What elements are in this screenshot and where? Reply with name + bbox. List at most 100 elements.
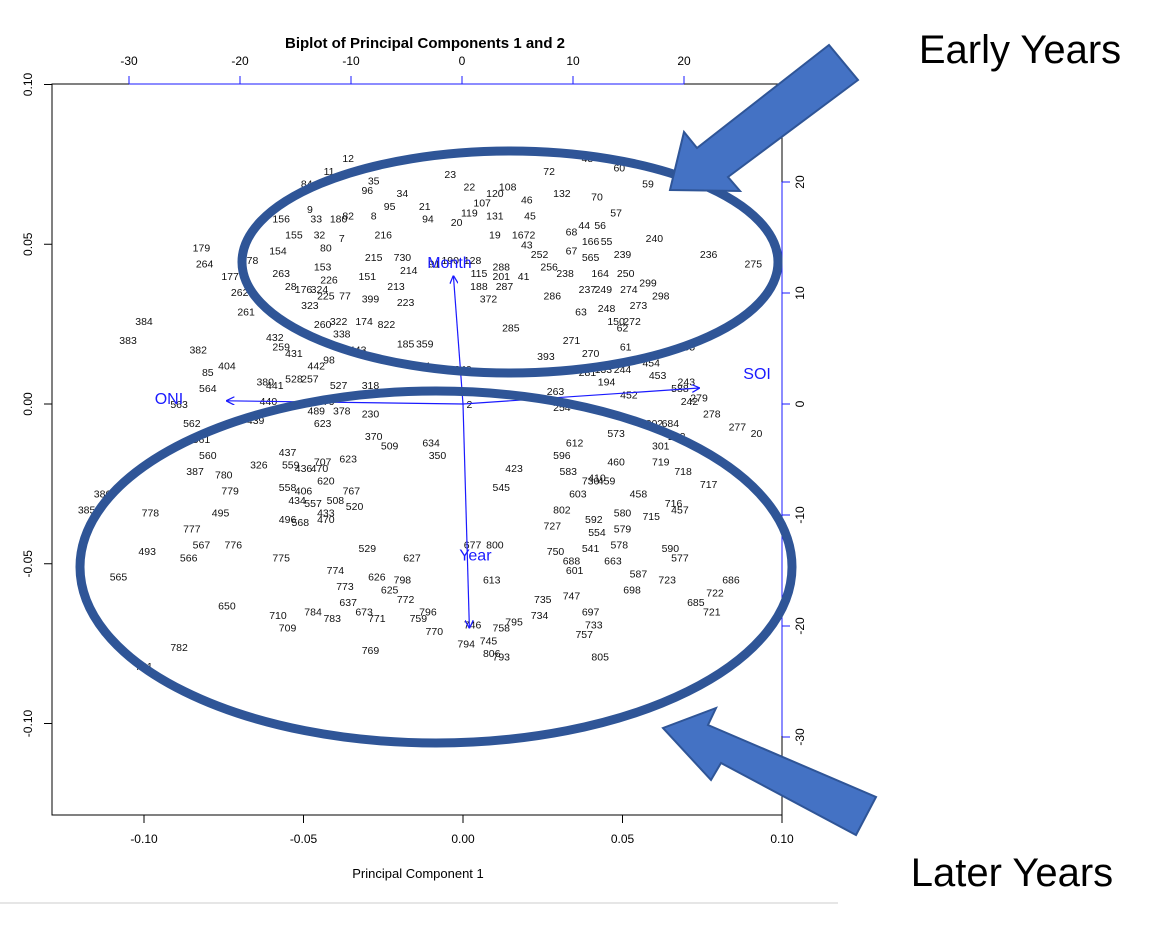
- data-point-label: 166: [582, 236, 600, 248]
- top-tick-label: 20: [677, 54, 691, 68]
- data-point-label: 180: [330, 214, 348, 226]
- right-tick-label: 10: [793, 286, 807, 300]
- data-point-label: 23: [444, 169, 456, 181]
- data-point-label: 626: [368, 572, 386, 584]
- data-point-label: 697: [582, 607, 600, 619]
- data-point-label: 603: [569, 488, 587, 500]
- data-point-label: 460: [607, 457, 625, 469]
- data-point-label: 558: [279, 482, 297, 494]
- data-point-label: 176: [295, 284, 313, 296]
- data-point-label: 22: [464, 182, 476, 194]
- loading-vector-oni: [227, 401, 464, 404]
- early-years-ellipse: [237, 146, 783, 378]
- data-point-label: 324: [311, 284, 329, 296]
- loading-vector-label-year: Year: [459, 548, 492, 565]
- data-point-label: 70: [591, 191, 603, 203]
- data-point-label: 84: [301, 179, 313, 191]
- data-point-label: 383: [119, 335, 137, 347]
- data-point-label: 719: [652, 457, 670, 469]
- data-point-label: 496: [279, 514, 297, 526]
- data-point-label: 1672: [512, 230, 536, 242]
- data-point-label: 318: [362, 380, 380, 392]
- data-point-label: 758: [493, 623, 511, 635]
- data-point-label: 769: [362, 645, 380, 657]
- later-years-label: Later Years: [911, 851, 1113, 895]
- x-tick-label: -0.05: [290, 832, 318, 846]
- data-point-label: 261: [237, 306, 255, 318]
- data-point-label: 767: [343, 485, 361, 497]
- data-point-label: 323: [301, 300, 319, 312]
- data-point-label: 215: [365, 252, 383, 264]
- data-point-label: 715: [642, 511, 660, 523]
- loading-vector-label-oni: ONI: [155, 391, 183, 408]
- data-point-label: 287: [496, 281, 514, 293]
- data-point-label: 20: [451, 217, 463, 229]
- data-point-label: 707: [314, 457, 332, 469]
- data-point-label: 44: [578, 220, 590, 232]
- data-point-label: 243: [678, 377, 696, 389]
- data-point-label: 573: [607, 428, 625, 440]
- data-point-label: 213: [387, 281, 405, 293]
- data-point-label: 431: [285, 348, 303, 360]
- data-point-label: 9: [307, 204, 313, 216]
- data-point-label: 95: [384, 201, 396, 213]
- data-point-label: 759: [410, 613, 428, 625]
- plot-frame: [51, 83, 783, 816]
- y-axis-right: 20 10 0 -10 -20 -30: [781, 175, 807, 746]
- data-point-label: 154: [269, 246, 287, 258]
- top-tick-label: 0: [459, 54, 466, 68]
- data-point-label: 372: [480, 294, 498, 306]
- data-point-label: 745: [480, 635, 498, 647]
- data-point-label: 406: [295, 485, 313, 497]
- data-point-label: 387: [186, 466, 204, 478]
- data-point-label: 359: [416, 338, 434, 350]
- data-point-label: 82: [342, 210, 354, 222]
- data-point-label: 131: [486, 210, 504, 222]
- data-point-label: 216: [374, 230, 392, 242]
- data-point-label: 393: [537, 351, 555, 363]
- data-point-label: 153: [314, 262, 332, 274]
- data-point-label: 34: [397, 188, 409, 200]
- data-point-label: 179: [193, 242, 211, 254]
- data-point-label: 545: [493, 482, 511, 494]
- y-tick-label: -0.05: [21, 550, 35, 578]
- data-point-label: 278: [703, 409, 721, 421]
- data-point-label: 565: [582, 252, 600, 264]
- data-point-label: 590: [662, 543, 680, 555]
- data-point-label: 56: [594, 220, 606, 232]
- data-point-label: 72: [543, 166, 555, 178]
- right-tick-label: -10: [793, 506, 807, 524]
- data-point-label: 623: [339, 453, 357, 465]
- data-point-label: 596: [553, 450, 571, 462]
- data-point-label: 686: [722, 575, 740, 587]
- data-point-label: 722: [706, 588, 724, 600]
- top-tick-label: -30: [120, 54, 138, 68]
- data-point-label: 239: [614, 249, 632, 261]
- data-point-label: 257: [301, 373, 319, 385]
- data-point-label: 378: [333, 405, 351, 417]
- loading-vector-label-month: Month: [427, 255, 471, 272]
- data-point-label: 565: [110, 572, 128, 584]
- data-point-label: 96: [361, 185, 373, 197]
- data-point-label: 230: [362, 409, 380, 421]
- data-point-label: 620: [317, 476, 335, 488]
- data-point-label: 237: [579, 284, 597, 296]
- y-tick-label: 0.00: [21, 392, 35, 416]
- y-tick-label: -0.10: [21, 710, 35, 738]
- data-point-label: 784: [304, 607, 322, 619]
- data-point-label: 782: [170, 642, 188, 654]
- data-point-label: 67: [566, 246, 578, 258]
- data-point-label: 164: [591, 268, 609, 280]
- data-point-label: 528: [285, 373, 303, 385]
- data-point-label: 404: [218, 361, 236, 373]
- data-point-label: 225: [317, 290, 335, 302]
- data-point-label: 592: [585, 514, 603, 526]
- data-point-label: 470: [311, 463, 329, 475]
- data-point-label: 433: [317, 508, 335, 520]
- data-point-label: 8: [371, 210, 377, 222]
- data-point-label: 98: [323, 354, 335, 366]
- data-point-label: 509: [381, 441, 399, 453]
- data-point-label: 780: [215, 469, 233, 481]
- data-point-label: 677: [464, 540, 482, 552]
